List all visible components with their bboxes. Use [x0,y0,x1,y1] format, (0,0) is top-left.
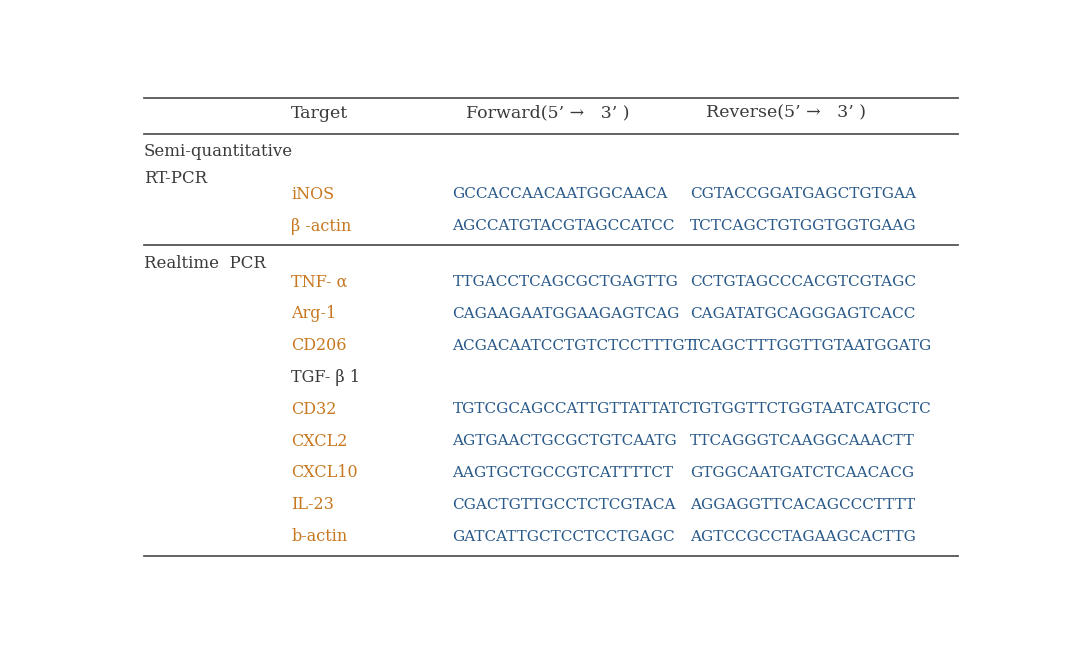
Text: TCAGCTTTGGTTGTAATGGATG: TCAGCTTTGGTTGTAATGGATG [691,339,932,353]
Text: AAGTGCTGCCGTCATTTTCT: AAGTGCTGCCGTCATTTTCT [452,466,673,480]
Text: GTGGCAATGATCTCAACACG: GTGGCAATGATCTCAACACG [691,466,914,480]
Text: TCTCAGCTGTGGTGGTGAAG: TCTCAGCTGTGGTGGTGAAG [691,219,917,233]
Text: TGTCGCAGCCATTGTTATTATC: TGTCGCAGCCATTGTTATTATC [452,402,692,416]
Text: CGTACCGGATGAGCTGTGAA: CGTACCGGATGAGCTGTGAA [691,187,916,201]
Text: CD32: CD32 [291,401,337,418]
Text: Target: Target [291,105,348,122]
Text: b-actin: b-actin [291,528,347,545]
Text: TGF- β 1: TGF- β 1 [291,369,360,386]
Text: TTCAGGGTCAAGGCAAACTT: TTCAGGGTCAAGGCAAACTT [691,434,915,448]
Text: TNF- α: TNF- α [291,274,347,290]
Text: Reverse(5’ →   3’ ): Reverse(5’ → 3’ ) [706,105,866,122]
Text: Forward(5’ →   3’ ): Forward(5’ → 3’ ) [466,105,630,122]
Text: AGTCCGCCTAGAAGCACTTG: AGTCCGCCTAGAAGCACTTG [691,529,916,543]
Text: CXCL2: CXCL2 [291,433,347,450]
Text: AGTGAACTGCGCTGTCAATG: AGTGAACTGCGCTGTCAATG [452,434,678,448]
Text: CAGAAGAATGGAAGAGTCAG: CAGAAGAATGGAAGAGTCAG [452,307,680,321]
Text: iNOS: iNOS [291,186,335,202]
Text: CCTGTAGCCCACGTCGTAGC: CCTGTAGCCCACGTCGTAGC [691,275,916,289]
Text: Semi-quantitative: Semi-quantitative [143,143,293,161]
Text: AGGAGGTTCACAGCCCTTTT: AGGAGGTTCACAGCCCTTTT [691,498,915,511]
Text: CGACTGTTGCCTCTCGTACA: CGACTGTTGCCTCTCGTACA [452,498,676,511]
Text: β -actin: β -actin [291,218,352,234]
Text: AGCCATGTACGTAGCCATCC: AGCCATGTACGTAGCCATCC [452,219,675,233]
Text: GCCACCAACAATGGCAACA: GCCACCAACAATGGCAACA [452,187,668,201]
Text: RT-PCR: RT-PCR [143,170,206,187]
Text: CAGATATGCAGGGAGTCACC: CAGATATGCAGGGAGTCACC [691,307,916,321]
Text: IL-23: IL-23 [291,496,334,513]
Text: CXCL10: CXCL10 [291,464,358,482]
Text: TTGACCTCAGCGCTGAGTTG: TTGACCTCAGCGCTGAGTTG [452,275,679,289]
Text: Arg-1: Arg-1 [291,306,337,322]
Text: GATCATTGCTCCTCCTGAGC: GATCATTGCTCCTCCTGAGC [452,529,676,543]
Text: ACGACAATCCTGTCTCCTTTGT: ACGACAATCCTGTCTCCTTTGT [452,339,695,353]
Text: TGTGGTTCTGGTAATCATGCTC: TGTGGTTCTGGTAATCATGCTC [691,402,932,416]
Text: Realtime  PCR: Realtime PCR [143,254,265,272]
Text: CD206: CD206 [291,337,346,354]
